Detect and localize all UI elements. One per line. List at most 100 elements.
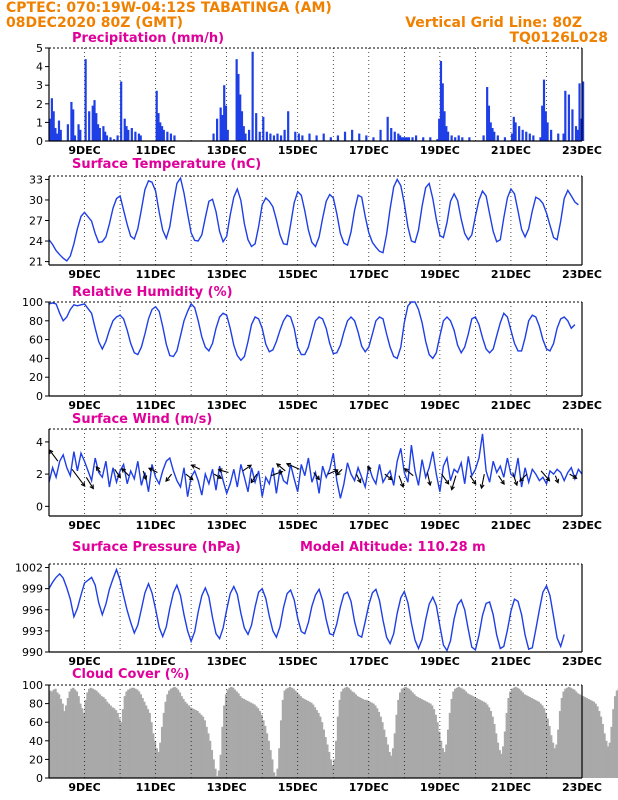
cloud-bar <box>198 712 201 778</box>
cloud-bar <box>278 748 281 778</box>
cloud-bar <box>187 705 190 778</box>
wind-arrow-shaft <box>250 473 258 483</box>
wind-arrow <box>217 468 229 474</box>
x-tick-label: 19DEC <box>420 655 460 668</box>
cloud-bar <box>569 687 572 778</box>
cloud-bar <box>333 759 336 778</box>
cloud-bar <box>400 688 404 778</box>
cloud-bar <box>279 720 283 778</box>
precip-bar <box>439 61 443 141</box>
cloud-bar <box>203 720 206 778</box>
cloud-bar <box>294 690 297 778</box>
cloud-bar <box>285 688 288 778</box>
x-tick-label: 9DEC <box>68 268 100 281</box>
precip-bar <box>279 135 283 141</box>
precip-bar <box>72 109 75 141</box>
cloud-bar <box>223 705 226 778</box>
wind-arrow-head <box>80 482 86 488</box>
cloud-bar <box>61 703 64 778</box>
cloud-bar <box>191 708 194 778</box>
cloud-bar <box>587 698 590 778</box>
cloud-bar <box>68 691 71 778</box>
cloud-bar <box>283 690 286 778</box>
precip-bar <box>446 131 450 141</box>
cloud-bar <box>445 744 448 778</box>
cloud-bar <box>168 690 171 778</box>
precip-bar <box>112 139 116 141</box>
x-tick-label: 23DEC <box>562 655 602 668</box>
page-header: CPTEC: 070:19W-04:12S TABATINGA (AM) 08D… <box>6 0 608 46</box>
cloud-bar <box>345 686 349 778</box>
cloud-bar <box>347 687 350 778</box>
wind-arrow-shaft <box>313 472 320 480</box>
wind-arrow-head <box>89 484 94 490</box>
wind-arrow-shaft <box>142 470 147 480</box>
cloud-bar <box>287 687 290 778</box>
precip-bar <box>493 131 496 141</box>
cloud-bar <box>399 692 402 778</box>
cloud-bar <box>612 709 615 778</box>
cloud-bar <box>363 699 366 778</box>
cloud-bar <box>354 694 357 778</box>
wind-arrow-head <box>217 468 223 473</box>
precip-bar <box>372 137 375 141</box>
wind-arrow-head <box>399 482 405 488</box>
cloud-bar <box>134 688 137 778</box>
cloud-bar <box>493 724 496 778</box>
cloud-bar <box>574 691 578 778</box>
precip-bar <box>216 118 219 141</box>
precip-bar <box>56 133 59 141</box>
cloud-bar <box>406 687 409 778</box>
cloud-bar <box>299 696 302 778</box>
cloud-bar <box>599 716 603 778</box>
precip-bar <box>562 133 565 141</box>
cloud-bar <box>49 690 52 778</box>
x-tick-label: 19DEC <box>420 399 460 412</box>
wind-arrow-shaft <box>327 469 338 475</box>
precip-bar <box>134 131 137 141</box>
cloud-bar <box>123 696 126 778</box>
cloud-bar <box>201 716 205 778</box>
cloud-bar <box>427 702 430 778</box>
cloud-bar <box>566 687 569 778</box>
wind-arrow-head <box>335 470 341 476</box>
wind-arrow-head <box>471 480 477 486</box>
y-tick-label: 60 <box>29 334 43 347</box>
cloud-bar <box>255 706 258 778</box>
cloud-bar <box>64 705 68 778</box>
cloud-bar <box>498 750 501 778</box>
precip-bar <box>518 126 521 141</box>
precip-bar <box>59 129 62 141</box>
cloud-bar <box>274 776 278 778</box>
cloud-bar <box>136 689 139 778</box>
cloud-bar <box>111 707 114 778</box>
cloud-bar <box>301 698 304 778</box>
precip-bar <box>486 87 489 141</box>
wind-arrow <box>519 473 528 482</box>
cloud-bar <box>349 689 352 778</box>
precip-bar <box>550 129 553 141</box>
cloud-bar <box>429 703 432 778</box>
precip-bar <box>127 129 130 141</box>
y-tick-label: 0 <box>36 135 43 148</box>
wind-arrow-head <box>387 475 393 481</box>
wind-arrow <box>142 470 148 481</box>
precip-bar <box>514 122 517 141</box>
cloud-bar <box>114 710 118 778</box>
y-tick-label: 40 <box>29 735 43 748</box>
cloud-bar <box>272 772 276 778</box>
cloud-bar <box>313 707 317 778</box>
wind-arrow-head <box>519 477 524 482</box>
cloud-bar <box>551 742 555 778</box>
header-grid-note: Vertical Grid Line: 80Z <box>405 15 582 31</box>
panels: Precipitation (mm/h) 0 1 2 3 4 5 9DEC 11DEC 13DEC… <box>15 31 618 794</box>
wind-arrow-shaft <box>519 473 528 482</box>
wind-arrow-shaft <box>404 468 414 477</box>
y-tick-label: 0 <box>36 772 43 785</box>
precip-bar <box>162 129 165 141</box>
cloud-bar <box>534 699 537 778</box>
precip-bar <box>52 111 55 141</box>
precip-bar <box>411 137 414 141</box>
wind-arrow-shaft <box>270 470 283 477</box>
precip-bar <box>155 90 158 141</box>
